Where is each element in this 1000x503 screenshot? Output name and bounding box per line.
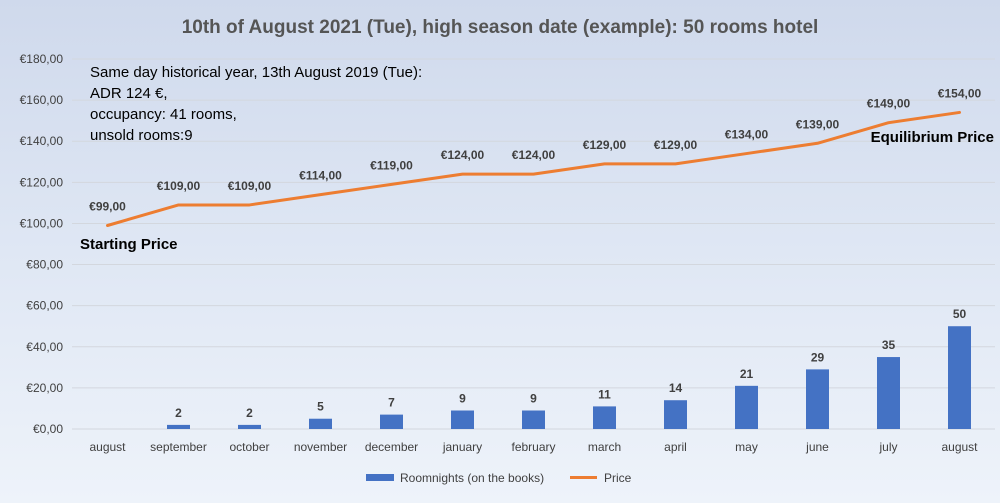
historical-note: Same day historical year, 13th August 20… bbox=[90, 64, 422, 144]
gridlines bbox=[72, 58, 995, 430]
price-data-label: €109,00 bbox=[228, 179, 272, 193]
bar-data-label: 9 bbox=[459, 392, 466, 406]
bar bbox=[948, 326, 971, 429]
bar-data-label: 2 bbox=[246, 406, 253, 420]
y-tick-label: €60,00 bbox=[26, 299, 63, 313]
price-data-label: €124,00 bbox=[441, 148, 485, 162]
note-line-1: Same day historical year, 13th August 20… bbox=[90, 64, 422, 81]
y-tick-label: €120,00 bbox=[20, 175, 64, 189]
x-tick-label: august bbox=[941, 440, 978, 454]
x-tick-label: june bbox=[805, 440, 829, 454]
bar-data-label: 29 bbox=[811, 350, 825, 364]
y-tick-label: €0,00 bbox=[33, 422, 63, 436]
price-data-label: €134,00 bbox=[725, 128, 769, 142]
x-tick-label: january bbox=[442, 440, 482, 454]
bar-data-label: 2 bbox=[175, 406, 182, 420]
y-tick-label: €180,00 bbox=[20, 52, 64, 66]
bar-data-label: 35 bbox=[882, 338, 896, 352]
bar bbox=[877, 357, 900, 429]
bar-data-label: 7 bbox=[388, 396, 395, 410]
bar bbox=[593, 406, 616, 429]
x-tick-label: september bbox=[150, 440, 207, 454]
equilibrium-price-callout: Equilibrium Price bbox=[871, 129, 994, 146]
price-data-label: €119,00 bbox=[370, 158, 413, 172]
price-data-label: €129,00 bbox=[654, 138, 698, 152]
bar-data-label: 50 bbox=[953, 307, 967, 321]
chart-title: 10th of August 2021 (Tue), high season d… bbox=[182, 17, 819, 38]
price-line-series: €99,00 €109,00 €109,00 €114,00 €119,00 €124,0… bbox=[89, 86, 982, 227]
price-data-label: €149,00 bbox=[867, 97, 911, 111]
bar bbox=[451, 410, 474, 429]
price-data-label: €109,00 bbox=[157, 179, 201, 193]
y-tick-label: €20,00 bbox=[26, 381, 63, 395]
y-tick-label: €140,00 bbox=[20, 134, 64, 148]
bar bbox=[664, 400, 687, 429]
note-line-3: occupancy: 41 rooms, bbox=[90, 106, 237, 123]
price-data-label: €154,00 bbox=[938, 86, 982, 100]
x-tick-label: may bbox=[735, 440, 758, 454]
x-tick-label: april bbox=[664, 440, 687, 454]
y-tick-label: €100,00 bbox=[20, 216, 64, 230]
legend-label-roomnights: Roomnights (on the books) bbox=[400, 471, 544, 485]
bar bbox=[380, 414, 403, 429]
bar-data-label: 14 bbox=[669, 381, 683, 395]
x-tick-label: march bbox=[588, 440, 621, 454]
bar bbox=[735, 385, 758, 429]
bar-data-label: 21 bbox=[740, 367, 754, 381]
bar-data-label: 5 bbox=[317, 400, 324, 414]
price-data-label: €139,00 bbox=[796, 117, 840, 131]
x-axis-ticks: august september october november december ja… bbox=[89, 440, 978, 454]
x-tick-label: november bbox=[294, 440, 347, 454]
note-line-2: ADR 124 €, bbox=[90, 85, 168, 102]
note-line-4: unsold rooms:9 bbox=[90, 127, 193, 144]
starting-price-callout: Starting Price bbox=[80, 236, 178, 253]
legend-label-price: Price bbox=[604, 471, 632, 485]
bar-series: 2 2 5 7 9 9 11 14 21 29 35 50 bbox=[167, 307, 971, 429]
y-tick-label: €80,00 bbox=[26, 258, 63, 272]
x-tick-label: july bbox=[878, 440, 897, 454]
price-data-label: €114,00 bbox=[299, 169, 342, 183]
bar-data-label: 9 bbox=[530, 392, 537, 406]
price-data-label: €129,00 bbox=[583, 138, 627, 152]
x-tick-label: december bbox=[365, 440, 418, 454]
legend-swatch-roomnights bbox=[366, 474, 394, 481]
bar bbox=[522, 410, 545, 429]
price-data-label: €124,00 bbox=[512, 148, 556, 162]
legend: Roomnights (on the books) Price bbox=[366, 471, 632, 485]
bar bbox=[167, 424, 190, 429]
y-tick-label: €160,00 bbox=[20, 93, 64, 107]
x-tick-label: february bbox=[511, 440, 555, 454]
price-data-label: €99,00 bbox=[89, 200, 126, 214]
bar bbox=[238, 424, 261, 429]
x-tick-label: august bbox=[89, 440, 126, 454]
bar bbox=[806, 369, 829, 429]
x-tick-label: october bbox=[229, 440, 269, 454]
bar-data-label: 11 bbox=[598, 387, 611, 401]
y-axis-ticks: €0,00 €20,00 €40,00 €60,00 €80,00 €100,00 €120… bbox=[20, 52, 64, 436]
y-tick-label: €40,00 bbox=[26, 340, 63, 354]
bar bbox=[309, 418, 332, 429]
